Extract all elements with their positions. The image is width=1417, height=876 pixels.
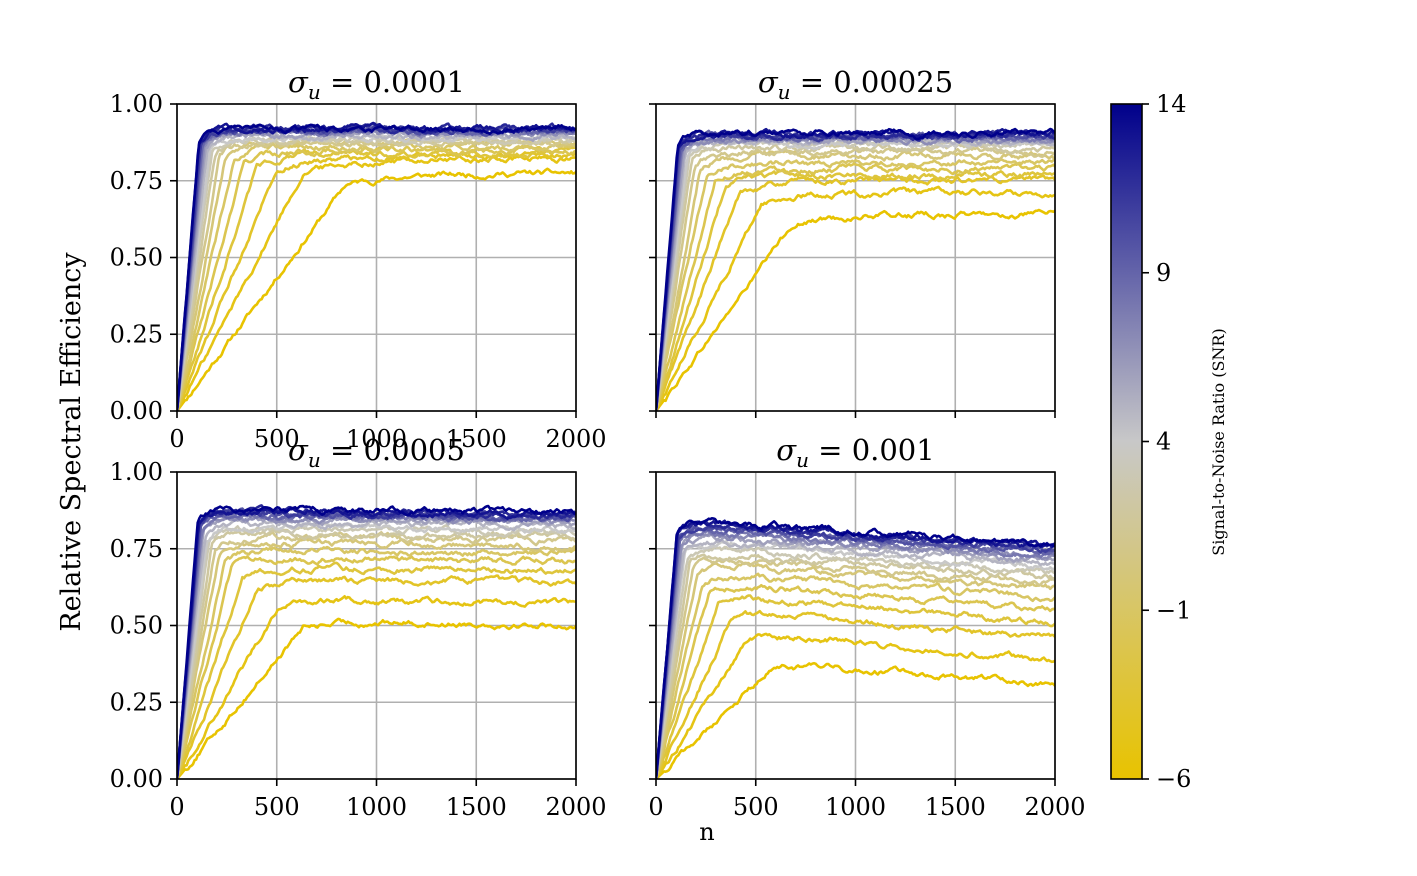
panel-bottom-right: 0 500 1000 1500 2000 σu = 0.001 — [648, 433, 1085, 821]
series-group — [656, 127, 1055, 411]
series-line-snr-5 — [656, 538, 1055, 779]
series-line-snr--5 — [177, 154, 576, 411]
x-tick-label: 1500 — [446, 425, 507, 453]
x-tick-label: 0 — [169, 793, 184, 821]
series-line-snr-14 — [656, 127, 1055, 411]
series-group — [177, 504, 576, 779]
series-line-snr--6 — [177, 167, 576, 411]
colorbar-label: Signal-to-Noise Ratio (SNR) — [1209, 328, 1228, 555]
series-line-snr--4 — [656, 609, 1055, 779]
panel-bottom-left: 0 500 1000 1500 2000 0.00 0.25 0.50 0.75 1.00 σu =… — [110, 433, 607, 821]
series-line-snr--3 — [656, 594, 1055, 779]
series-line-snr--2 — [177, 555, 576, 779]
panel-title: σu = 0.001 — [776, 433, 934, 472]
series-line-snr--3 — [177, 146, 576, 411]
panel-title: σu = 0.0001 — [288, 65, 465, 104]
series-line-snr-0 — [656, 149, 1055, 411]
x-tick-label: 500 — [733, 793, 779, 821]
series-line-snr--2 — [656, 162, 1055, 411]
series-line-snr-13 — [177, 506, 576, 779]
colorbar-ticks: 14 9 4 −1 −6 — [1142, 90, 1191, 793]
y-tick-label: 1.00 — [110, 90, 163, 118]
colorbar-tick-label: 4 — [1156, 428, 1171, 456]
x-tick-label: 1000 — [825, 793, 886, 821]
x-tick-label: 500 — [254, 425, 300, 453]
x-tick-label: 2000 — [545, 425, 606, 453]
series-group — [656, 517, 1055, 779]
y-tick-label: 0.00 — [110, 397, 163, 425]
series-line-snr--3 — [177, 561, 576, 779]
series-line-snr--1 — [177, 545, 576, 779]
series-line-snr-14 — [656, 517, 1055, 779]
series-line-snr-2 — [177, 528, 576, 779]
colorbar-tick-label: −1 — [1156, 596, 1191, 624]
series-line-snr--5 — [177, 595, 576, 779]
x-tick-label: 0 — [169, 425, 184, 453]
series-line-snr--3 — [656, 167, 1055, 411]
series-line-snr--2 — [656, 583, 1055, 779]
x-tick-label: 2000 — [545, 793, 606, 821]
series-line-snr--6 — [656, 208, 1055, 411]
y-tick-label: 0.25 — [110, 320, 163, 348]
y-tick-label: 0.00 — [110, 765, 163, 793]
series-line-snr--5 — [656, 185, 1055, 411]
x-tick-label: 1000 — [346, 425, 407, 453]
panel-top-right: σu = 0.00025 — [649, 65, 1056, 418]
colorbar-tick-label: −6 — [1156, 765, 1191, 793]
y-tick-label: 0.75 — [110, 535, 163, 563]
y-tick-label: 0.50 — [110, 612, 163, 640]
series-line-snr--2 — [177, 143, 576, 411]
panel-top-left: 0 500 1000 1500 2000 0.00 0.25 0.50 0.75 1.00 σu =… — [110, 65, 607, 453]
panel-title: σu = 0.00025 — [758, 65, 953, 104]
series-line-snr-3 — [656, 545, 1055, 779]
series-line-snr-2 — [656, 553, 1055, 779]
series-line-snr--6 — [177, 617, 576, 779]
x-tick-label: 1000 — [346, 793, 407, 821]
x-axis-label: n — [699, 818, 714, 846]
y-tick-label: 0.75 — [110, 167, 163, 195]
panel-title: σu = 0.0005 — [288, 433, 465, 472]
y-tick-label: 1.00 — [110, 458, 163, 486]
series-group — [177, 121, 576, 411]
series-line-snr-2 — [656, 142, 1055, 411]
y-axis-label: Relative Spectral Efficiency — [56, 252, 87, 632]
series-line-snr-13 — [177, 121, 576, 411]
series-line-snr-1 — [656, 556, 1055, 779]
series-line-snr--4 — [656, 174, 1055, 411]
x-tick-label: 1500 — [446, 793, 507, 821]
x-tick-label: 2000 — [1024, 793, 1085, 821]
series-line-snr--1 — [656, 157, 1055, 411]
series-line-snr-0 — [656, 561, 1055, 779]
colorbar-gradient — [1110, 103, 1143, 780]
y-tick-label: 0.50 — [110, 244, 163, 272]
series-line-snr-14 — [177, 504, 576, 779]
series-line-snr--4 — [177, 151, 576, 411]
x-tick-label: 0 — [648, 793, 663, 821]
series-line-snr-14 — [177, 123, 576, 411]
y-tick-label: 0.25 — [110, 688, 163, 716]
x-tick-label: 1500 — [925, 793, 986, 821]
series-line-snr-0 — [177, 537, 576, 779]
series-line-snr--1 — [656, 572, 1055, 779]
x-tick-label: 500 — [254, 793, 300, 821]
colorbar: 14 9 4 −1 −6 Signal-to-Noise Ratio (SNR) — [1110, 90, 1228, 793]
colorbar-tick-label: 14 — [1156, 90, 1187, 118]
series-line-snr--6 — [656, 661, 1055, 779]
series-line-snr--1 — [177, 140, 576, 411]
series-line-snr--4 — [177, 574, 576, 779]
colorbar-tick-label: 9 — [1156, 259, 1171, 287]
series-line-snr--5 — [656, 632, 1055, 779]
